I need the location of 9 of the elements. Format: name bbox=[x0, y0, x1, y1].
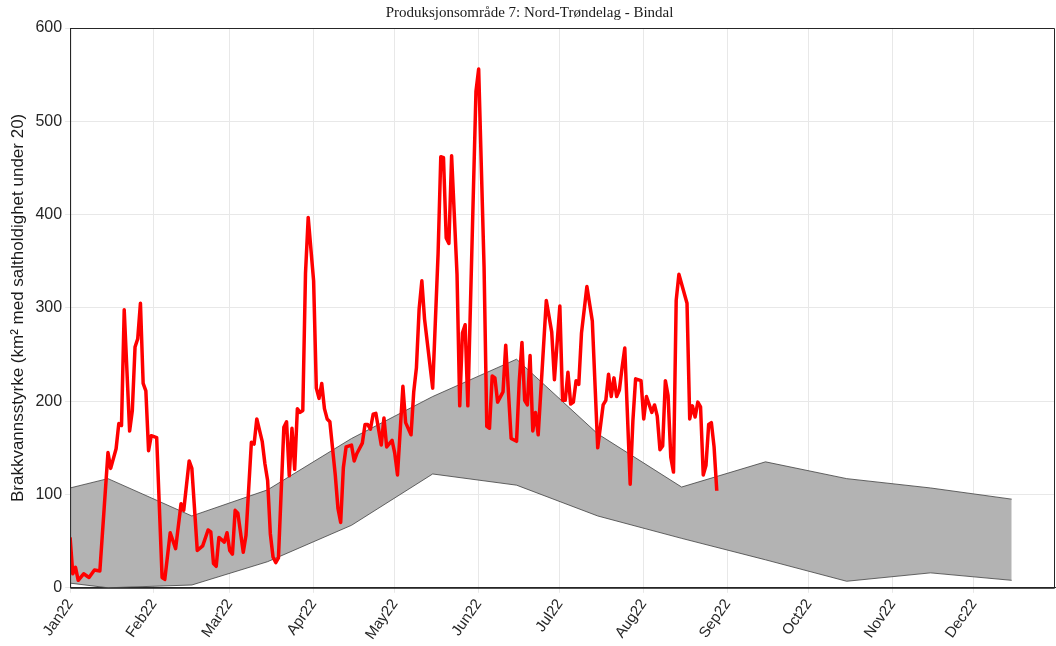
y-tick-label: 500 bbox=[35, 111, 63, 129]
y-tick-label: 100 bbox=[35, 484, 63, 502]
y-tick-label: 200 bbox=[35, 391, 63, 409]
y-tick-label: 400 bbox=[35, 205, 63, 222]
y-tick-label: 300 bbox=[35, 298, 63, 316]
y-axis-title: Brakkvannsstyrke (km² med saltholdighet under 20) bbox=[7, 113, 27, 503]
y-tick-label: 600 bbox=[35, 18, 63, 36]
y-tick-label: 0 bbox=[53, 578, 63, 596]
chart-title: Produksjonsområde 7: Nord-Trøndelag - Bindal bbox=[385, 3, 674, 20]
